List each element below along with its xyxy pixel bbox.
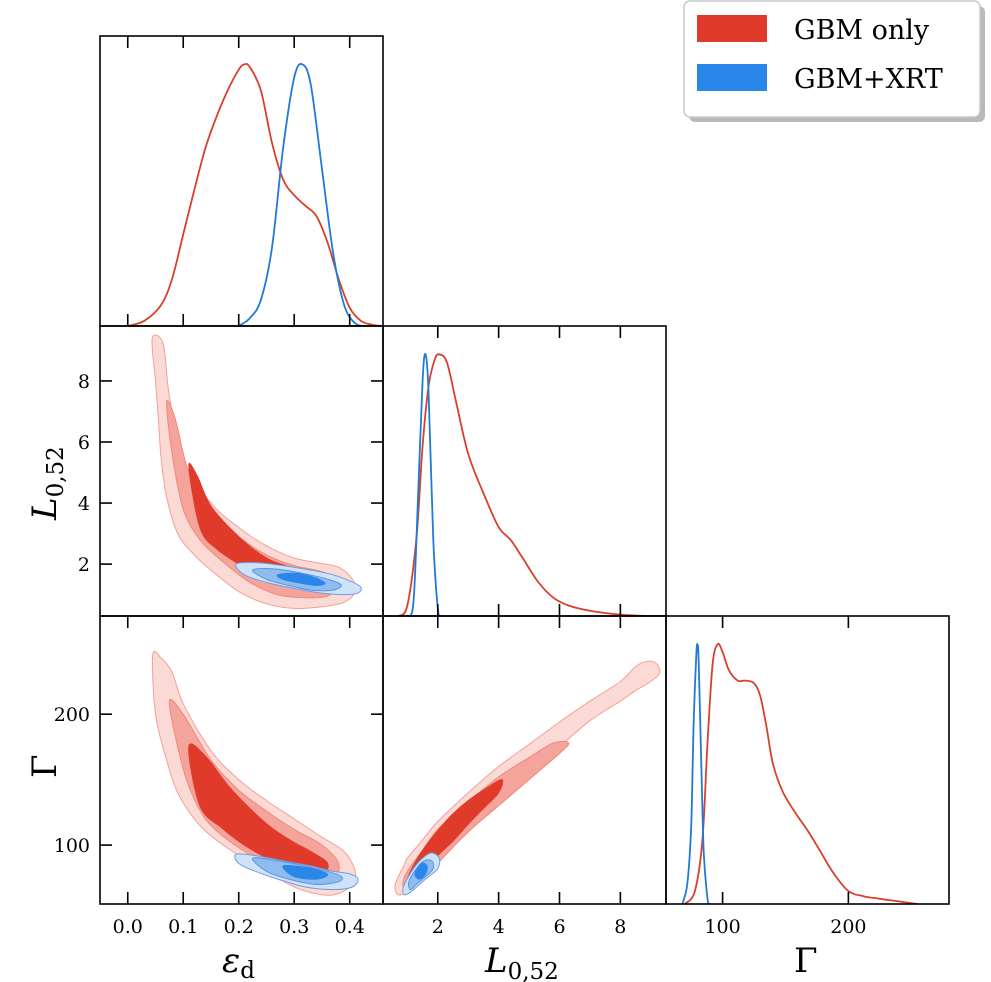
y-tick-label: 8 <box>78 371 90 393</box>
contour-gbm-only-level-3 <box>188 743 329 878</box>
density-line-gbm-xrt <box>238 63 367 326</box>
x-axis-label-gamma: Γ <box>794 941 818 981</box>
panel-contour-gamma-eps: 0.0 0.1 0.2 0.3 0.4 100 200 <box>54 615 384 938</box>
x-tick-label: 4 <box>493 916 505 938</box>
contour-gbm-xrt-level-3 <box>282 864 329 880</box>
y-axis-label-gamma: Γ <box>25 754 65 778</box>
y-tick-label: 6 <box>78 432 90 454</box>
x-tick-label: 100 <box>704 916 740 938</box>
legend-label-gbm-only: GBM only <box>794 15 930 46</box>
legend-label-gbm-xrt: GBM+XRT <box>794 64 943 95</box>
y-tick-label: 2 <box>78 554 90 576</box>
x-tick-label: 200 <box>830 916 866 938</box>
x-tick-label: 8 <box>614 916 626 938</box>
x-tick-label: 6 <box>553 916 565 938</box>
x-tick-label: 0.3 <box>279 916 309 938</box>
density-line-gbm-only <box>684 642 918 904</box>
x-tick-label: 0.2 <box>224 916 254 938</box>
y-axis-label-L: L0,52 <box>25 446 69 521</box>
x-axis-label-L: L0,52 <box>484 941 559 982</box>
x-tick-label: 2 <box>432 916 444 938</box>
x-axis-label-eps: εd <box>222 941 255 982</box>
y-tick-label: 200 <box>54 704 90 726</box>
x-tick-label: 0.0 <box>113 916 143 938</box>
legend-swatch-gbm-only <box>697 15 767 42</box>
panel-frame <box>382 615 667 905</box>
panel-hist-gamma: 100 200 <box>665 615 950 938</box>
panel-contour-gamma-L: 2 4 6 8 <box>382 615 667 938</box>
panel-hist-eps <box>99 35 384 327</box>
density-line-gbm-only <box>397 353 666 616</box>
panel-contour-L-eps: 2 4 6 8 <box>78 325 384 617</box>
x-tick-label: 0.4 <box>335 916 365 938</box>
x-tick-label: 0.1 <box>168 916 198 938</box>
panel-hist-L <box>382 325 667 617</box>
contour-gbm-xrt-level-3 <box>276 572 326 587</box>
legend: GBM only GBM+XRT <box>683 0 985 122</box>
density-line-gbm-only <box>127 63 383 326</box>
density-line-gbm-xrt <box>406 353 442 616</box>
y-tick-label: 4 <box>78 493 90 515</box>
panel-frame <box>382 325 667 617</box>
y-tick-label: 100 <box>54 835 90 857</box>
panel-frame <box>665 615 950 905</box>
density-line-gbm-xrt <box>681 643 711 904</box>
contour-gbm-xrt-level-3 <box>414 862 428 880</box>
legend-swatch-gbm-xrt <box>697 64 767 91</box>
